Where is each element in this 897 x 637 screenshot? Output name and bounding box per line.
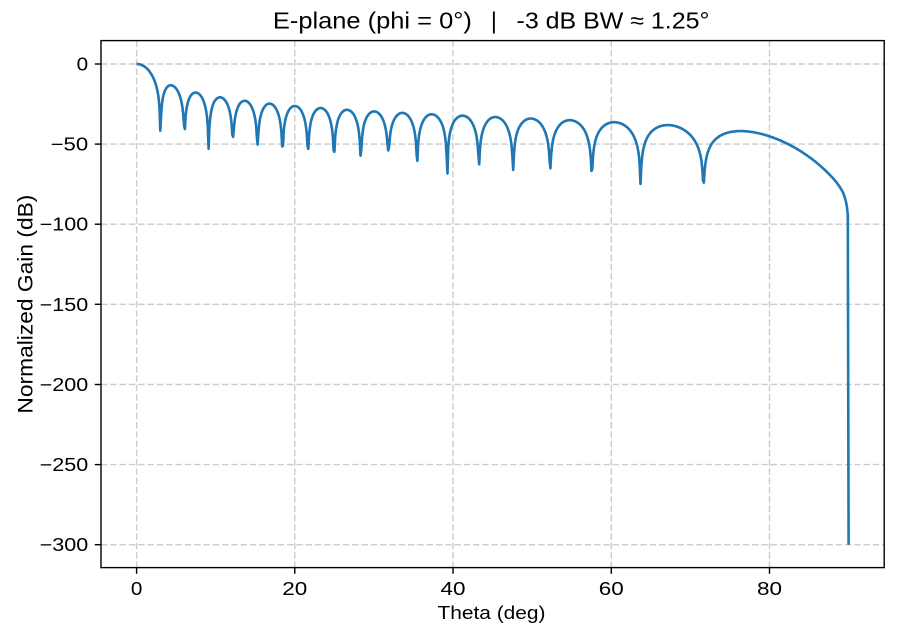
svg-text:−100: −100 <box>40 214 89 235</box>
svg-text:0: 0 <box>131 578 143 599</box>
svg-text:−50: −50 <box>51 134 89 155</box>
svg-text:40: 40 <box>441 578 466 599</box>
svg-text:|: | <box>491 7 497 33</box>
svg-text:Theta (deg): Theta (deg) <box>438 602 546 623</box>
svg-text:−250: −250 <box>40 454 89 475</box>
svg-text:−150: −150 <box>40 294 89 315</box>
svg-text:Normalized Gain (dB): Normalized Gain (dB) <box>15 195 38 414</box>
svg-text:−200: −200 <box>40 374 89 395</box>
svg-text:80: 80 <box>757 578 782 599</box>
svg-text:20: 20 <box>282 578 307 599</box>
svg-text:60: 60 <box>599 578 624 599</box>
svg-text:0: 0 <box>77 54 89 75</box>
svg-text:-3 dB BW ≈ 1.25°: -3 dB BW ≈ 1.25° <box>517 7 710 33</box>
svg-text:E-plane (phi = 0°): E-plane (phi = 0°) <box>273 7 472 33</box>
svg-text:−300: −300 <box>40 534 89 555</box>
